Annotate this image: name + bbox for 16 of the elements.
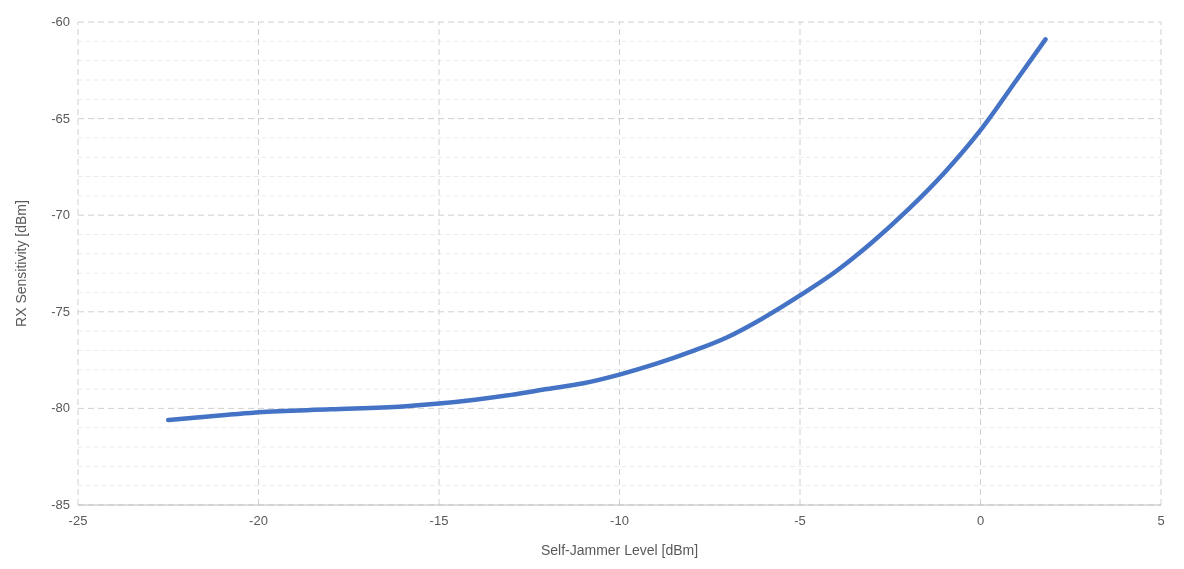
y-tick-label: -65 — [51, 110, 70, 126]
x-tick-label: 5 — [1157, 513, 1165, 528]
x-tick-label: -10 — [610, 513, 629, 528]
y-tick-label: -75 — [51, 303, 70, 319]
y-tick-label: -85 — [51, 497, 70, 512]
y-tick-label: -60 — [51, 14, 70, 29]
y-tick-label: -80 — [51, 400, 70, 416]
y-tick-label: -70 — [51, 207, 70, 223]
x-tick-label: -15 — [429, 513, 449, 528]
x-tick-label: 0 — [976, 513, 985, 528]
x-tick-label: -20 — [249, 513, 268, 528]
x-axis-title: Self-Jammer Level [dBm] — [540, 542, 699, 558]
x-tick-label: -25 — [68, 513, 88, 528]
y-axis-title: RX Sensitivity [dBm] — [13, 200, 29, 327]
x-tick-label: -5 — [794, 513, 806, 528]
line-series — [166, 37, 1048, 423]
